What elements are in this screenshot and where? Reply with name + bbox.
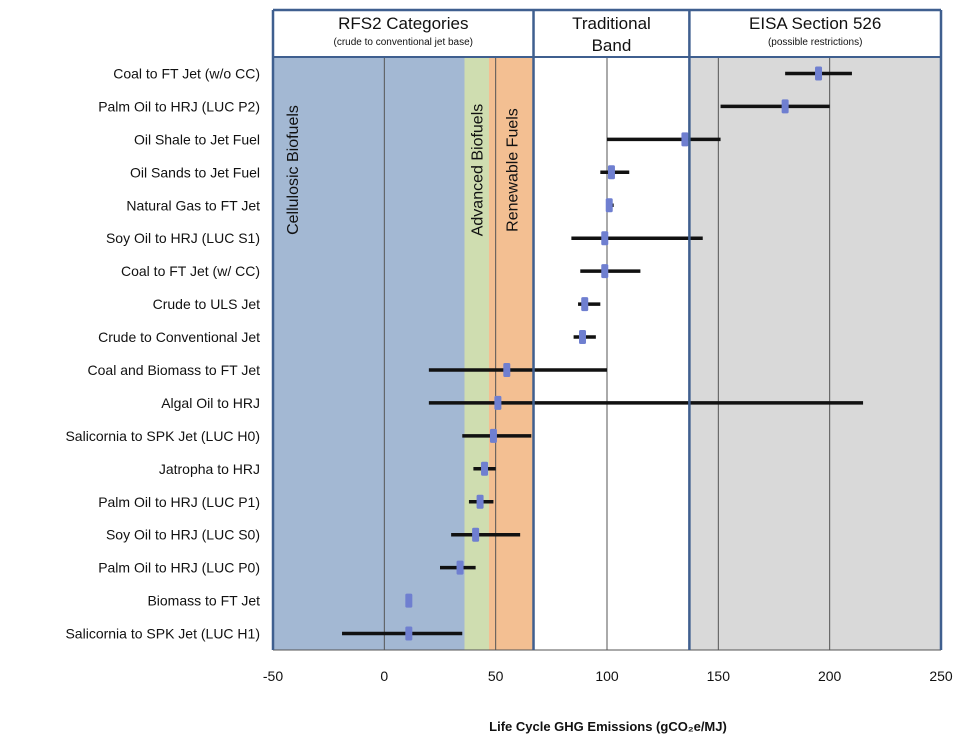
data-point [405, 626, 413, 641]
header-box [689, 10, 941, 57]
data-point [601, 231, 609, 246]
data-point [456, 560, 464, 575]
row-label: Coal and Biomass to FT Jet [88, 362, 261, 378]
data-point [579, 330, 587, 345]
data-point [476, 494, 484, 509]
band-label-renewable-fuels: Renewable Fuels [504, 108, 521, 232]
data-point [815, 66, 823, 81]
band-4 [689, 57, 941, 650]
row-label: Algal Oil to HRJ [161, 395, 260, 411]
x-tick-label: 0 [380, 668, 388, 684]
header-subtitle: (possible restrictions) [768, 37, 862, 48]
row-label: Palm Oil to HRJ (LUC P0) [98, 560, 260, 576]
data-point [472, 527, 480, 542]
row-label: Crude to Conventional Jet [98, 329, 260, 345]
header-title: Traditional [572, 14, 651, 33]
data-point [605, 198, 613, 213]
row-label: Biomass to FT Jet [147, 593, 260, 609]
row-label: Palm Oil to HRJ (LUC P1) [98, 494, 260, 510]
band-label-advanced-biofuels: Advanced Biofuels [470, 104, 487, 237]
row-label: Natural Gas to FT Jet [126, 197, 260, 213]
data-point [601, 264, 609, 279]
header-box [533, 10, 690, 57]
row-label: Soy Oil to HRJ (LUC S1) [106, 230, 260, 246]
row-label: Jatropha to HRJ [159, 461, 260, 477]
data-point [781, 99, 789, 114]
row-label: Soy Oil to HRJ (LUC S0) [106, 527, 260, 543]
data-points [405, 66, 823, 641]
row-label: Crude to ULS Jet [153, 296, 260, 312]
row-label: Salicornia to SPK Jet (LUC H1) [65, 626, 260, 642]
data-point [681, 132, 689, 147]
x-tick-label: 100 [595, 668, 619, 684]
x-tick-label: 150 [707, 668, 731, 684]
data-point [503, 362, 511, 377]
data-point [405, 593, 413, 608]
header-title-line2: Band [592, 36, 632, 55]
x-tick-label: 50 [488, 668, 504, 684]
band-label-cellulosic-biofuels: Cellulosic Biofuels [285, 105, 302, 235]
band-labels: Cellulosic Biofuels Advanced Biofuels Rene… [285, 104, 521, 237]
row-label: Palm Oil to HRJ (LUC P2) [98, 98, 260, 114]
x-axis-label: Life Cycle GHG Emissions (gCO₂e/MJ) [489, 719, 727, 734]
data-point [489, 428, 497, 443]
band-cellulosic-biofuels [273, 57, 465, 650]
header-boxes: RFS2 Categories (crude to conventional je… [271, 8, 943, 650]
header-title: EISA Section 526 [749, 14, 881, 33]
header-box [273, 10, 534, 57]
band-3 [533, 57, 690, 650]
row-labels: Coal to FT Jet (w/o CC) Palm Oil to HRJ (… [65, 65, 260, 641]
x-tick-label: 250 [929, 668, 953, 684]
data-point [581, 297, 589, 312]
row-label: Oil Shale to Jet Fuel [134, 131, 260, 147]
x-tick-labels: -50 0 50 100 150 200 250 [263, 668, 953, 684]
band-advanced-biofuels [464, 57, 489, 650]
header-title: RFS2 Categories [338, 14, 468, 33]
header-subtitle: (crude to conventional jet base) [333, 37, 473, 48]
band-renewable-fuels [488, 57, 534, 650]
x-tick-label: 200 [818, 668, 842, 684]
data-point [481, 461, 489, 476]
x-tick-label: -50 [263, 668, 283, 684]
row-label: Coal to FT Jet (w/ CC) [121, 263, 260, 279]
data-point [607, 165, 615, 180]
row-label: Salicornia to SPK Jet (LUC H0) [65, 428, 260, 444]
data-point [494, 395, 502, 410]
row-label: Oil Sands to Jet Fuel [130, 164, 260, 180]
category-bands [273, 57, 941, 650]
row-label: Coal to FT Jet (w/o CC) [113, 65, 260, 81]
